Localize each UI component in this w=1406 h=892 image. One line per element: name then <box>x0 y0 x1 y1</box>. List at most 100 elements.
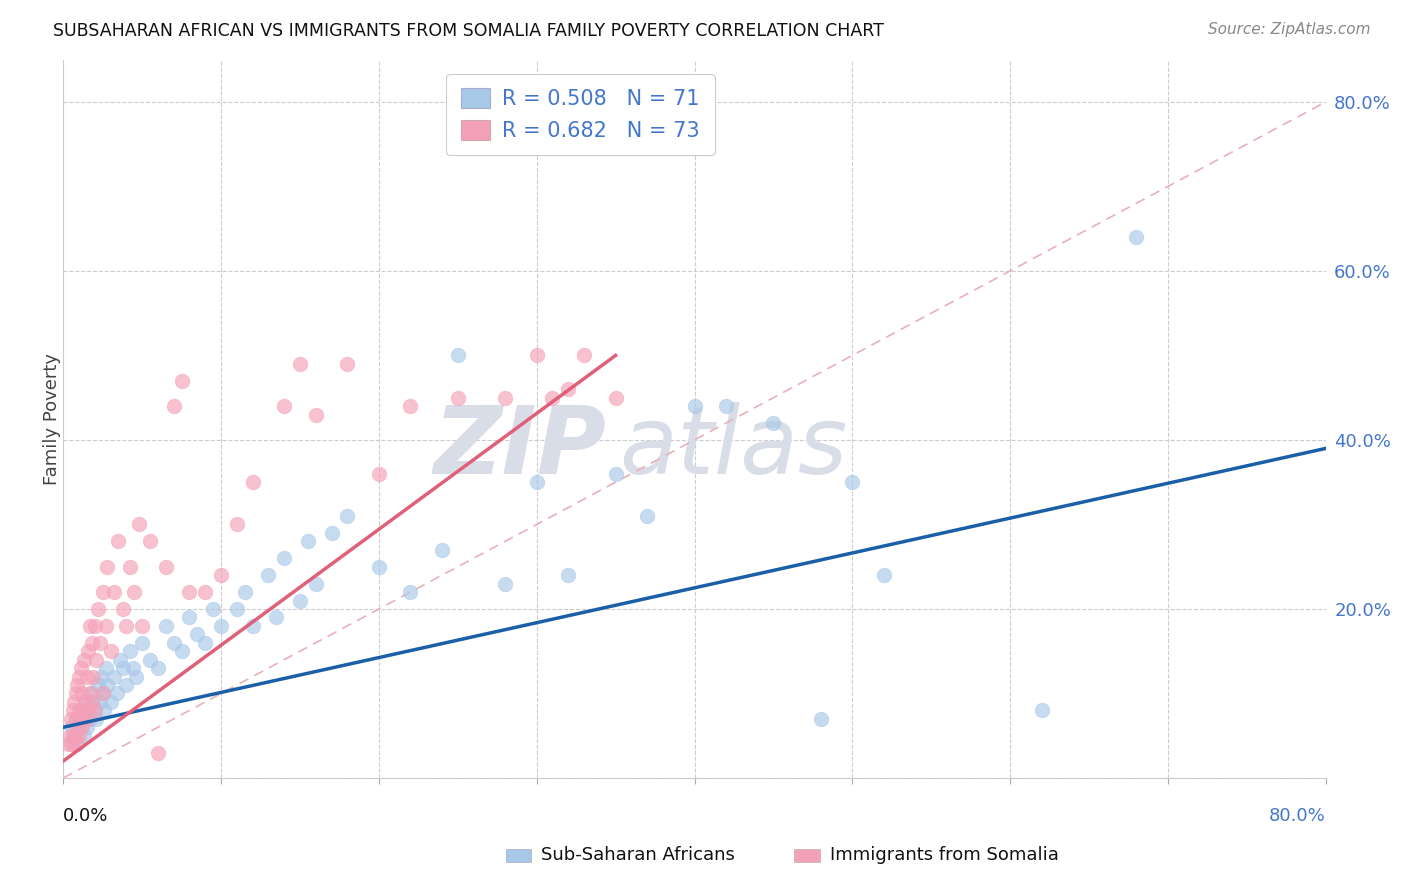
Point <box>103 670 125 684</box>
Point <box>112 602 135 616</box>
Point <box>131 619 153 633</box>
Point <box>336 357 359 371</box>
Point <box>69 703 91 717</box>
Point <box>257 568 280 582</box>
Point <box>73 729 96 743</box>
Point <box>91 686 114 700</box>
Point <box>367 467 389 481</box>
Point <box>87 602 110 616</box>
Point <box>810 712 832 726</box>
Point <box>112 661 135 675</box>
Point <box>75 695 97 709</box>
Point <box>146 661 169 675</box>
Point <box>1125 230 1147 244</box>
Point <box>305 408 328 422</box>
Text: 0.0%: 0.0% <box>63 806 108 825</box>
Point <box>100 644 122 658</box>
Point <box>65 712 87 726</box>
Point <box>526 348 548 362</box>
Point <box>683 399 706 413</box>
Point <box>66 678 89 692</box>
Text: ZIP: ZIP <box>433 401 606 493</box>
Point <box>60 737 83 751</box>
Point <box>90 670 112 684</box>
Point <box>297 534 319 549</box>
Point <box>77 703 100 717</box>
Point <box>155 559 177 574</box>
Point <box>122 585 145 599</box>
Point <box>115 678 138 692</box>
Point <box>79 686 101 700</box>
Point <box>70 712 93 726</box>
Point <box>399 399 422 413</box>
Point <box>94 619 117 633</box>
Point <box>557 568 579 582</box>
Point <box>66 720 89 734</box>
Point <box>76 670 98 684</box>
Point <box>75 695 97 709</box>
Point <box>69 661 91 675</box>
Text: Sub-Saharan Africans: Sub-Saharan Africans <box>541 847 735 864</box>
Point <box>83 619 105 633</box>
Point <box>80 636 103 650</box>
Point <box>65 712 87 726</box>
Point <box>170 644 193 658</box>
Point <box>321 525 343 540</box>
Point <box>89 695 111 709</box>
Point <box>194 636 217 650</box>
Point <box>605 467 627 481</box>
Point <box>70 686 93 700</box>
Point <box>62 729 84 743</box>
Point <box>76 712 98 726</box>
Point <box>399 585 422 599</box>
Point <box>60 712 83 726</box>
Point <box>118 644 141 658</box>
Point <box>841 475 863 490</box>
Point <box>63 729 86 743</box>
Point <box>288 357 311 371</box>
Point <box>80 695 103 709</box>
Point <box>121 661 143 675</box>
Text: Source: ZipAtlas.com: Source: ZipAtlas.com <box>1208 22 1371 37</box>
Point <box>94 661 117 675</box>
Point <box>115 619 138 633</box>
Point <box>202 602 225 616</box>
Point <box>128 517 150 532</box>
Point <box>79 619 101 633</box>
Point <box>89 636 111 650</box>
Point <box>65 686 87 700</box>
Point <box>541 391 564 405</box>
Point <box>266 610 288 624</box>
Text: atlas: atlas <box>619 402 846 493</box>
Text: SUBSAHARAN AFRICAN VS IMMIGRANTS FROM SOMALIA FAMILY POVERTY CORRELATION CHART: SUBSAHARAN AFRICAN VS IMMIGRANTS FROM SO… <box>53 22 884 40</box>
Point <box>163 399 186 413</box>
Point <box>336 508 359 523</box>
Point <box>82 695 104 709</box>
Point <box>557 382 579 396</box>
Point <box>83 703 105 717</box>
Point <box>131 636 153 650</box>
Point <box>63 737 86 751</box>
Point <box>86 712 108 726</box>
Point <box>73 703 96 717</box>
Point <box>714 399 737 413</box>
Point <box>155 619 177 633</box>
Point <box>67 720 90 734</box>
Point <box>108 653 131 667</box>
Point <box>305 576 328 591</box>
Point <box>67 670 90 684</box>
Point <box>79 712 101 726</box>
Point <box>103 585 125 599</box>
Point <box>605 391 627 405</box>
Text: Immigrants from Somalia: Immigrants from Somalia <box>830 847 1059 864</box>
Point <box>447 391 470 405</box>
Point <box>233 585 256 599</box>
Point <box>96 678 118 692</box>
Point <box>636 508 658 523</box>
Point <box>288 593 311 607</box>
Point <box>526 475 548 490</box>
Point <box>1031 703 1053 717</box>
Point <box>65 729 87 743</box>
Point <box>87 678 110 692</box>
Point <box>273 399 295 413</box>
